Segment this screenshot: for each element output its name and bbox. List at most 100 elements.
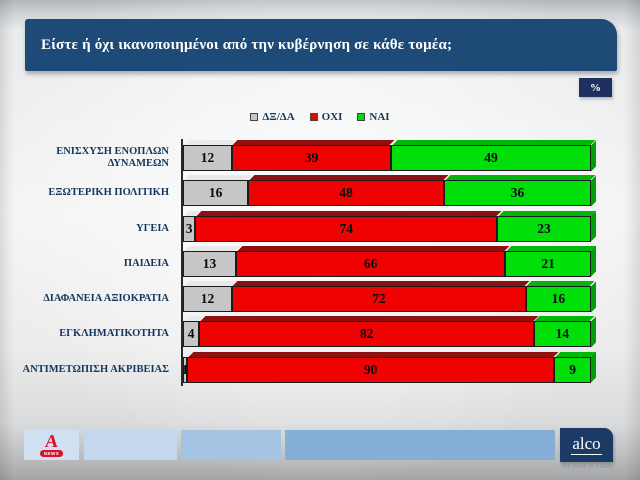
bar-segment: 48 xyxy=(248,175,449,207)
stacked-bar: 1 90 9 xyxy=(182,351,596,383)
category-label: ΥΓΕΙΑ xyxy=(136,222,169,234)
alco-logo-text: alco xyxy=(571,434,602,455)
chart-row: ΥΓΕΙΑ 3 74 23 xyxy=(0,210,640,242)
data-label: 48 xyxy=(339,185,353,201)
y-axis-line xyxy=(181,139,183,386)
chart-row: ΕΝΙΣΧΥΣΗ ΕΝΟΠΛΩΝ ΔΥΝΑΜΕΩΝ 12 39 49 xyxy=(0,140,640,171)
bar-segment-top-face xyxy=(555,351,595,357)
bar-segment: 74 xyxy=(195,210,502,242)
bar-segment-top-face xyxy=(526,281,595,287)
chart-row: ΑΝΤΙΜΕΤΩΠΙΣΗ ΑΚΡΙΒΕΙΑΣ 1 90 9 xyxy=(0,351,640,383)
bar-segment-top-face xyxy=(498,210,595,216)
bar-segment: 90 xyxy=(187,351,559,383)
data-label: 82 xyxy=(359,326,374,342)
legend-label: ΝΑΙ xyxy=(369,111,390,123)
alco-tagline: The pulse of society xyxy=(560,464,614,470)
legend-label: ΔΞ/ΔΑ xyxy=(262,111,295,123)
bar-segment-top-face xyxy=(184,245,241,251)
stacked-bar: 13 66 21 xyxy=(183,245,596,277)
alpha-news-logo: A NEWS xyxy=(24,430,79,460)
bar-segment-side-face xyxy=(590,281,596,313)
data-label: 3 xyxy=(185,220,193,236)
bar-segment: 9 xyxy=(554,351,596,383)
bar-segment-side-face xyxy=(590,351,596,383)
bar-segment-top-face xyxy=(232,281,530,287)
category-label: ΑΝΤΙΜΕΤΩΠΙΣΗ ΑΚΡΙΒΕΙΑΣ xyxy=(22,363,169,375)
category-label: ΕΞΩΤΕΡΙΚΗ ΠΟΛΙΤΙΚΗ xyxy=(48,187,169,199)
bar-segment-top-face xyxy=(392,140,595,145)
data-label: 14 xyxy=(555,326,570,342)
category-label: ΕΝΙΣΧΥΣΗ ΕΝΟΠΛΩΝ ΔΥΝΑΜΕΩΝ xyxy=(56,146,169,169)
bar-segment: 21 xyxy=(505,245,596,277)
chart-rows: ΕΝΙΣΧΥΣΗ ΕΝΟΠΛΩΝ ΔΥΝΑΜΕΩΝ 12 39 49 ΕΞΩΤΕΡΙΚΗ… xyxy=(0,140,640,383)
bar-segment-side-face xyxy=(590,316,596,348)
data-label: 12 xyxy=(200,150,215,165)
percent-unit-badge: % xyxy=(579,78,612,97)
question-header: Είστε ή όχι ικανοποιημένοι από την κυβέρ… xyxy=(25,19,617,71)
bar-segment-top-face xyxy=(184,140,236,145)
bar-segment: 14 xyxy=(533,316,596,348)
bar-segment: 1 xyxy=(182,351,192,383)
bar-segment-side-face xyxy=(590,245,596,277)
bar-segment-top-face xyxy=(232,140,396,145)
footer-band-2 xyxy=(84,430,177,460)
data-label: 36 xyxy=(510,185,525,201)
data-label: 23 xyxy=(537,220,551,236)
bar-segment-side-face xyxy=(590,210,596,242)
category-label: ΕΓΚΛΗΜΑΤΙΚΟΤΗΤΑ xyxy=(59,328,169,340)
bar-segment: 16 xyxy=(525,281,596,313)
chart-legend: ΔΞ/ΔΑ ΟΧΙ ΝΑΙ xyxy=(0,109,640,125)
bar-segment-top-face xyxy=(445,175,595,181)
bar-segment-top-face xyxy=(196,210,502,216)
bar-segment: 23 xyxy=(497,210,596,242)
bar-segment: 36 xyxy=(444,175,596,207)
chart-row: ΕΞΩΤΕΡΙΚΗ ΠΟΛΙΤΙΚΗ 16 48 36 xyxy=(0,175,640,207)
data-label: 13 xyxy=(202,255,217,271)
legend-label: ΟΧΙ xyxy=(321,111,343,123)
bar-segment-top-face xyxy=(534,316,595,322)
data-label: 49 xyxy=(484,150,498,165)
alco-logo: alco xyxy=(560,428,613,462)
bar-segment: 13 xyxy=(183,245,241,277)
bar-segment: 66 xyxy=(236,245,510,277)
stacked-bar: 4 82 14 xyxy=(183,316,596,348)
data-label: 9 xyxy=(569,361,576,377)
data-label: 16 xyxy=(208,185,223,201)
legend-item: ΝΑΙ xyxy=(357,111,390,123)
bar-segment-side-face xyxy=(590,175,596,207)
legend-swatch-icon xyxy=(309,113,318,121)
data-label: 4 xyxy=(187,326,195,342)
legend-item: ΔΞ/ΔΑ xyxy=(250,111,295,123)
bar-segment: 49 xyxy=(391,140,596,171)
data-label: 74 xyxy=(339,220,353,236)
data-label: 72 xyxy=(372,291,386,307)
bar-segment-top-face xyxy=(249,175,449,181)
data-label: 90 xyxy=(363,361,378,377)
bar-segment: 82 xyxy=(199,316,538,348)
bar-segment-top-face xyxy=(237,245,510,251)
data-label: 39 xyxy=(304,150,319,165)
bar-segment-top-face xyxy=(184,175,253,181)
stacked-bar-chart: ΕΝΙΣΧΥΣΗ ΕΝΟΠΛΩΝ ΔΥΝΑΜΕΩΝ 12 39 49 ΕΞΩΤΕΡΙΚΗ… xyxy=(0,139,640,392)
footer-band-3 xyxy=(181,430,281,460)
stacked-bar: 3 74 23 xyxy=(183,210,596,242)
stacked-bar: 16 48 36 xyxy=(183,175,596,207)
bar-segment: 39 xyxy=(231,140,396,171)
legend-item: ΟΧΙ xyxy=(309,111,343,123)
bar-segment-side-face xyxy=(590,140,596,171)
bar-segment: 12 xyxy=(183,140,236,171)
stacked-bar: 12 72 16 xyxy=(183,281,596,313)
stacked-bar: 12 39 49 xyxy=(183,140,596,171)
bar-segment: 3 xyxy=(183,210,200,242)
chart-row: ΕΓΚΛΗΜΑΤΙΚΟΤΗΤΑ 4 82 14 xyxy=(0,316,640,348)
chart-row: ΔΙΑΦΑΝΕΙΑ ΑΞΙΟΚΡΑΤΙΑ 12 72 16 xyxy=(0,281,640,313)
legend-swatch-icon xyxy=(357,113,366,121)
category-label: ΔΙΑΦΑΝΕΙΑ ΑΞΙΟΚΡΑΤΙΑ xyxy=(43,293,169,305)
bar-segment-top-face xyxy=(506,245,595,251)
data-label: 16 xyxy=(551,291,566,307)
data-label: 21 xyxy=(541,255,555,271)
category-label: ΠΑΙΔΕΙΑ xyxy=(123,257,169,269)
data-label: 12 xyxy=(200,291,215,307)
bar-segment: 12 xyxy=(183,281,236,313)
chart-row: ΠΑΙΔΕΙΑ 13 66 21 xyxy=(0,245,640,277)
